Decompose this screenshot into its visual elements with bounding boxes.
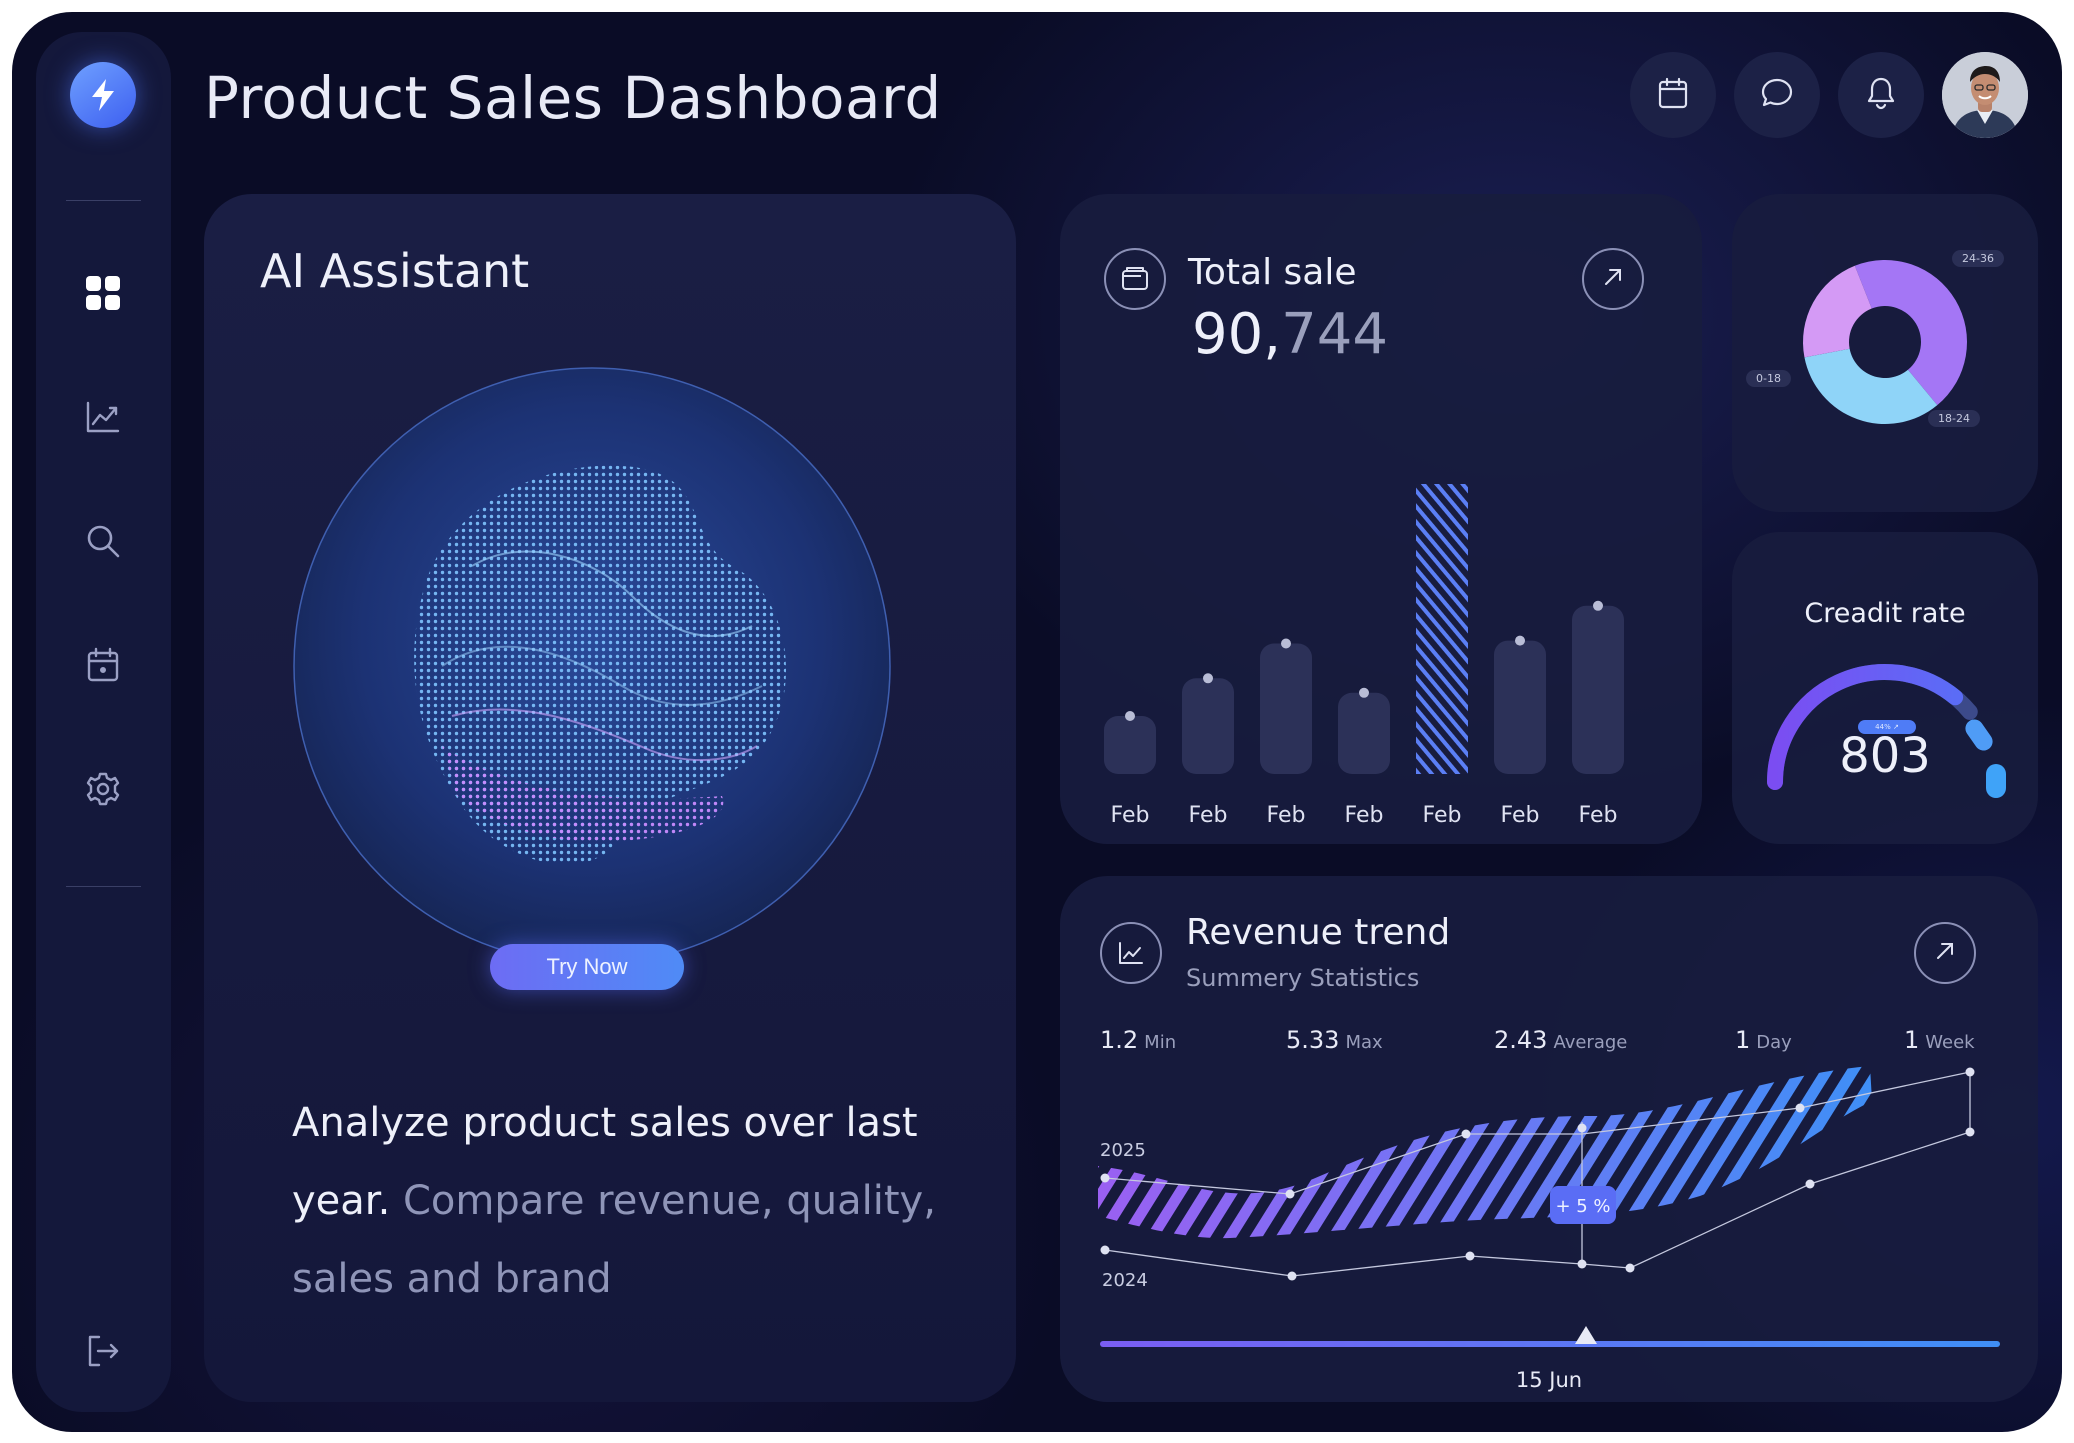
donut-segment[interactable] [1804,348,1938,424]
stat-max: 5.33 Max [1286,1026,1383,1054]
stat-day-label: Day [1756,1032,1792,1053]
stat-max-label: Max [1345,1032,1383,1053]
sale-bar[interactable] [1260,643,1312,775]
donut-segment[interactable] [1854,260,1967,406]
date-slider-track[interactable] [1100,1341,2000,1347]
stat-average-value: 2.43 [1494,1026,1548,1054]
chat-icon [1760,77,1794,113]
sidebar [36,32,171,1412]
sale-bar-marker [1203,673,1213,684]
sale-bar-label: Feb [1501,803,1540,828]
sale-bar-label: Feb [1423,803,1462,828]
search-icon[interactable] [82,520,124,562]
sale-bar[interactable] [1416,484,1468,774]
series-label-2024: 2024 [1102,1270,1148,1291]
growth-badge-text: + 5 % [1555,1196,1610,1217]
revenue-trend-card: Revenue trend Summery Statistics 1.2 Min … [1060,876,2038,1402]
sidebar-divider [66,200,141,201]
total-sale-open-button[interactable] [1582,248,1644,310]
ai-assistant-description: Analyze product sales over last year. Co… [292,1084,952,1318]
stat-day-value: 1 [1735,1026,1751,1054]
gear-icon[interactable] [82,768,124,810]
dashboard-frame: Product Sales Dashboard [12,12,2062,1432]
ai-assistant-card: AI Assistant [204,194,1016,1402]
total-sale-title: Total sale [1188,252,1357,293]
chat-button[interactable] [1734,52,1820,138]
revenue-trend-subtitle: Summery Statistics [1186,964,1420,992]
ai-assistant-title: AI Assistant [260,244,530,298]
sale-bar[interactable] [1494,640,1546,774]
sidebar-divider [66,886,141,887]
avatar[interactable] [1942,52,2028,138]
arrow-up-right-icon [1934,940,1956,966]
bell-icon [1866,76,1896,114]
sale-bar[interactable] [1338,692,1390,774]
date-label: 15 Jun [1515,1368,1583,1392]
stat-min-value: 1.2 [1100,1026,1139,1054]
age-donut-card: 24-36 18-24 0-18 [1732,194,2038,512]
ai-orb-illustration [292,366,892,966]
donut-label-18-24: 18-24 [1928,410,1980,427]
total-sale-bar-chart: Feb Feb Feb Feb Feb Feb Feb [1104,484,1624,828]
stat-min: 1.2 Min [1100,1026,1176,1054]
description-lead: Analyze product sales over last year. [292,1100,918,1224]
revenue-trend-open-button[interactable] [1914,922,1976,984]
age-donut-chart [1803,260,1967,424]
stat-week-value: 1 [1904,1026,1920,1054]
donut-segment[interactable] [1803,265,1872,358]
notifications-button[interactable] [1838,52,1924,138]
series-label-2025: 2025 [1100,1140,1146,1161]
total-sale-card: Total sale 90,744 Feb Feb Feb Feb Feb Feb Feb [1060,194,1702,844]
sale-bar-marker [1281,638,1291,649]
revenue-band-2025 [1098,1066,1872,1239]
revenue-trend-chart: 2025 2024 + 5 % [1098,1066,2000,1347]
sale-bar[interactable] [1182,678,1234,774]
sale-bar[interactable] [1104,716,1156,774]
calendar-button[interactable] [1630,52,1716,138]
description-rest: Compare revenue, quality, sales and bran… [292,1178,936,1302]
stat-week: 1 Week [1904,1026,1975,1054]
stat-average-label: Average [1553,1032,1628,1053]
calendar-icon [1658,77,1688,113]
stat-average: 2.43 Average [1494,1026,1627,1054]
sale-bar-marker [1593,600,1603,611]
trend-icon [1100,922,1162,984]
sale-bar-marker [1515,635,1525,646]
dashboard-icon[interactable] [82,272,124,314]
total-sale-value-main: 90, [1192,302,1282,367]
stat-min-label: Min [1144,1032,1177,1053]
sale-bar-label: Feb [1111,803,1150,828]
total-sale-value-rest: 744 [1281,302,1388,367]
sale-bar-label: Feb [1189,803,1228,828]
calendar-icon[interactable] [82,644,124,686]
bolt-icon[interactable] [70,62,136,128]
credit-rate-title: Creadit rate [1804,598,1966,629]
sale-bar[interactable] [1572,605,1624,774]
revenue-trend-title: Revenue trend [1186,912,1451,953]
credit-rate-gauge [1767,664,2006,798]
donut-label-0-18: 0-18 [1746,370,1791,387]
sale-bar-label: Feb [1267,803,1306,828]
credit-rate-badge: 44% ↗ [1858,720,1916,734]
wallet-icon [1104,248,1166,310]
date-slider-handle[interactable] [1575,1326,1597,1344]
try-now-button[interactable]: Try Now [490,944,684,990]
sale-bar-marker [1359,687,1369,698]
logout-icon[interactable] [82,1330,124,1372]
sale-bar-label: Feb [1345,803,1384,828]
credit-rate-card: Creadit rate 44% ↗ 803 [1732,532,2038,844]
stat-day: 1 Day [1735,1026,1792,1054]
stat-week-label: Week [1925,1032,1975,1053]
page-title: Product Sales Dashboard [204,64,942,132]
sale-bar-marker [1125,711,1135,721]
credit-rate-value: 803 [1839,728,1931,784]
arrow-up-right-icon [1602,266,1624,292]
growth-badge [1550,1186,1616,1224]
total-sale-value: 90,744 [1192,302,1388,367]
chart-icon[interactable] [82,396,124,438]
donut-label-24-36: 24-36 [1952,250,2004,267]
stat-max-value: 5.33 [1286,1026,1340,1054]
sale-bar-label: Feb [1579,803,1618,828]
line-2025 [1104,1071,1971,1195]
